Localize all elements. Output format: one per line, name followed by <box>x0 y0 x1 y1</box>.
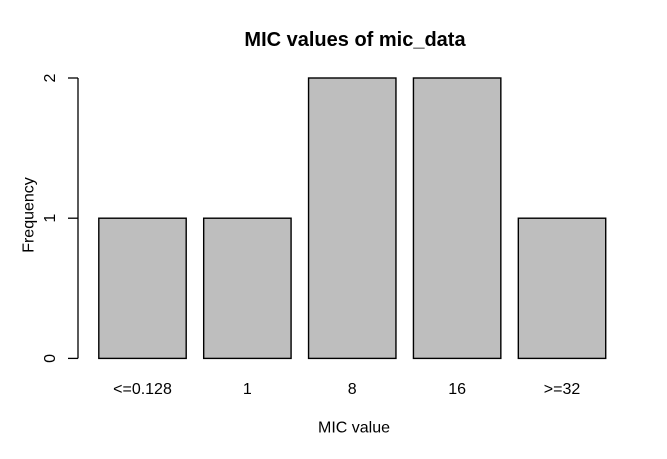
bar <box>307 77 397 360</box>
bars-group <box>98 77 607 360</box>
x-category-label: <=0.128 <box>113 381 172 398</box>
y-axis-label: Frequency <box>21 177 38 253</box>
bar <box>202 217 292 360</box>
y-axis: 0 1 2 <box>42 73 79 363</box>
x-category-label: 1 <box>243 381 252 398</box>
y-tick-label: 0 <box>42 354 59 363</box>
x-category-label: 8 <box>348 381 357 398</box>
x-category-labels: <=0.128 1 8 16 >=32 <box>113 381 580 398</box>
x-axis-label: MIC value <box>318 420 390 437</box>
bar <box>517 217 607 360</box>
y-tick-label: 2 <box>42 73 59 82</box>
chart-title: MIC values of mic_data <box>244 29 466 51</box>
bar <box>412 77 502 360</box>
x-category-label: 16 <box>448 381 466 398</box>
bar <box>98 217 187 360</box>
x-category-label: >=32 <box>544 381 581 398</box>
y-tick-label: 1 <box>42 214 59 223</box>
